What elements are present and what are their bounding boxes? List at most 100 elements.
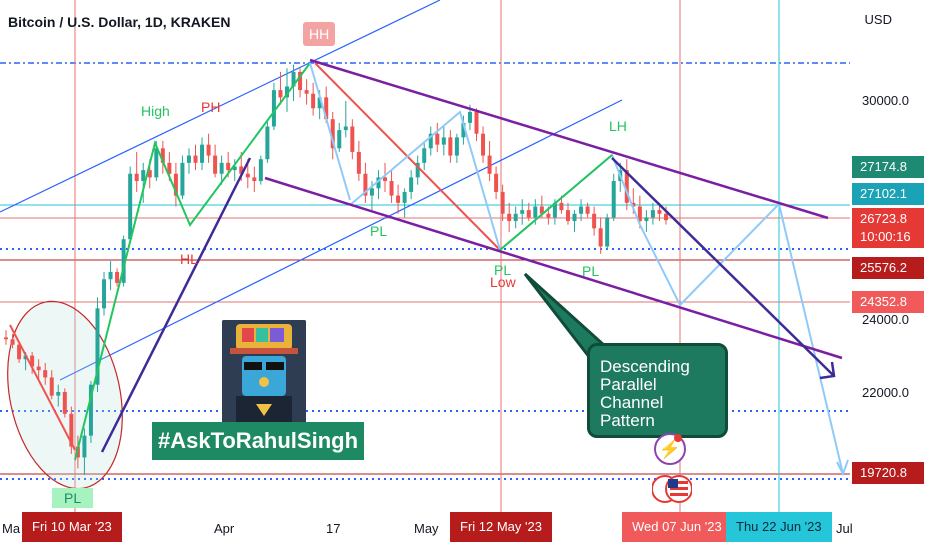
lightning-icon[interactable]: ⚡ xyxy=(654,433,686,465)
pattern-callout: Descending Parallel Channel Pattern xyxy=(587,343,728,438)
candle xyxy=(415,155,420,185)
x-label-may: May xyxy=(414,521,439,536)
candle xyxy=(278,71,283,105)
candle-body xyxy=(311,93,316,109)
candle xyxy=(644,210,649,232)
candle-body xyxy=(49,377,54,396)
countdown: 10:00:16 xyxy=(860,229,911,244)
candle xyxy=(513,206,518,229)
candle xyxy=(298,68,303,98)
candle-body xyxy=(121,239,126,283)
candle-body xyxy=(552,202,557,218)
callout-line-3: Channel Pattern xyxy=(600,393,664,430)
candle xyxy=(141,162,146,203)
us-flag-events-icon[interactable] xyxy=(651,474,693,504)
candle xyxy=(134,151,139,192)
candle-body xyxy=(579,206,584,214)
candle-body xyxy=(435,133,440,145)
drop-trendline xyxy=(611,157,834,376)
x-tag-mar10: Fri 10 Mar '23 xyxy=(22,512,122,542)
zigzag-green-2 xyxy=(499,154,613,251)
price-tag-27174: 27174.8 xyxy=(852,156,924,178)
projection-path xyxy=(639,202,844,475)
candle-body xyxy=(585,206,590,214)
candle xyxy=(454,133,459,163)
rise-trendline xyxy=(100,157,252,453)
label-pl-mid: PL xyxy=(370,223,388,239)
candle-body xyxy=(17,344,22,360)
candle-body xyxy=(637,206,642,222)
candle-body xyxy=(173,173,178,196)
candle xyxy=(4,330,8,345)
label-hl: HL xyxy=(180,251,198,267)
candle-body xyxy=(422,148,427,163)
candle xyxy=(115,268,120,287)
drawing-overlays-top xyxy=(9,58,849,477)
candle-body xyxy=(448,137,453,156)
candle xyxy=(494,166,499,200)
candle xyxy=(252,166,257,192)
callout-line-1: Descending xyxy=(600,357,690,376)
candle-body xyxy=(324,97,329,120)
candle-body xyxy=(467,111,472,123)
candle xyxy=(30,351,35,374)
candle xyxy=(474,108,479,142)
label-pl-bottom: PL xyxy=(52,488,94,508)
candle-body xyxy=(624,170,629,203)
candle-body xyxy=(592,213,597,229)
candle-body xyxy=(409,177,414,192)
zigzag-blue-1 xyxy=(309,62,351,201)
candle-body xyxy=(598,228,603,247)
candle-body xyxy=(664,213,668,221)
label-high: High xyxy=(141,103,170,119)
candle xyxy=(121,235,126,287)
candle-body xyxy=(265,126,270,160)
candle xyxy=(487,141,492,182)
up-channel-bottom xyxy=(59,99,623,381)
label-lh: LH xyxy=(609,118,627,134)
candle-body xyxy=(10,339,15,345)
x-tag-jun22: Thu 22 Jun '23 xyxy=(726,512,832,542)
candle-body xyxy=(258,159,263,182)
candle xyxy=(402,188,407,218)
candle xyxy=(383,162,388,192)
candle-body xyxy=(546,213,551,218)
desc-channel-bottom xyxy=(264,176,843,360)
candle-body xyxy=(337,130,342,149)
candle-body xyxy=(226,162,231,171)
drop-arrowhead xyxy=(819,361,836,380)
up-channel-top xyxy=(0,0,441,213)
candles xyxy=(4,64,668,475)
x-label-17: 17 xyxy=(326,521,341,536)
candle xyxy=(232,159,237,182)
candle xyxy=(520,199,525,225)
candle-body xyxy=(611,181,616,218)
price-tag-25576: 25576.2 xyxy=(852,257,924,279)
candle xyxy=(82,428,87,475)
candle xyxy=(376,170,381,200)
candle-body xyxy=(383,177,388,182)
candle xyxy=(572,210,577,232)
candle xyxy=(343,101,348,138)
candle-body xyxy=(30,355,35,367)
candle-body xyxy=(252,177,257,182)
notification-dot-icon xyxy=(674,434,682,442)
callout-line-2: Parallel xyxy=(600,375,657,394)
candle-body xyxy=(128,173,133,240)
candle xyxy=(585,202,590,218)
candle-body xyxy=(539,206,544,214)
candle xyxy=(108,261,113,291)
candle-body xyxy=(657,210,662,214)
candle-body xyxy=(23,355,28,360)
candle xyxy=(592,206,597,236)
candle-body xyxy=(88,384,93,436)
candle-body xyxy=(278,90,283,98)
candle-body xyxy=(520,210,525,214)
candle xyxy=(180,155,185,200)
candle-body xyxy=(572,213,577,222)
candle-body xyxy=(4,337,8,340)
candle xyxy=(206,133,211,163)
candle-body xyxy=(167,162,172,174)
candle xyxy=(409,170,414,200)
